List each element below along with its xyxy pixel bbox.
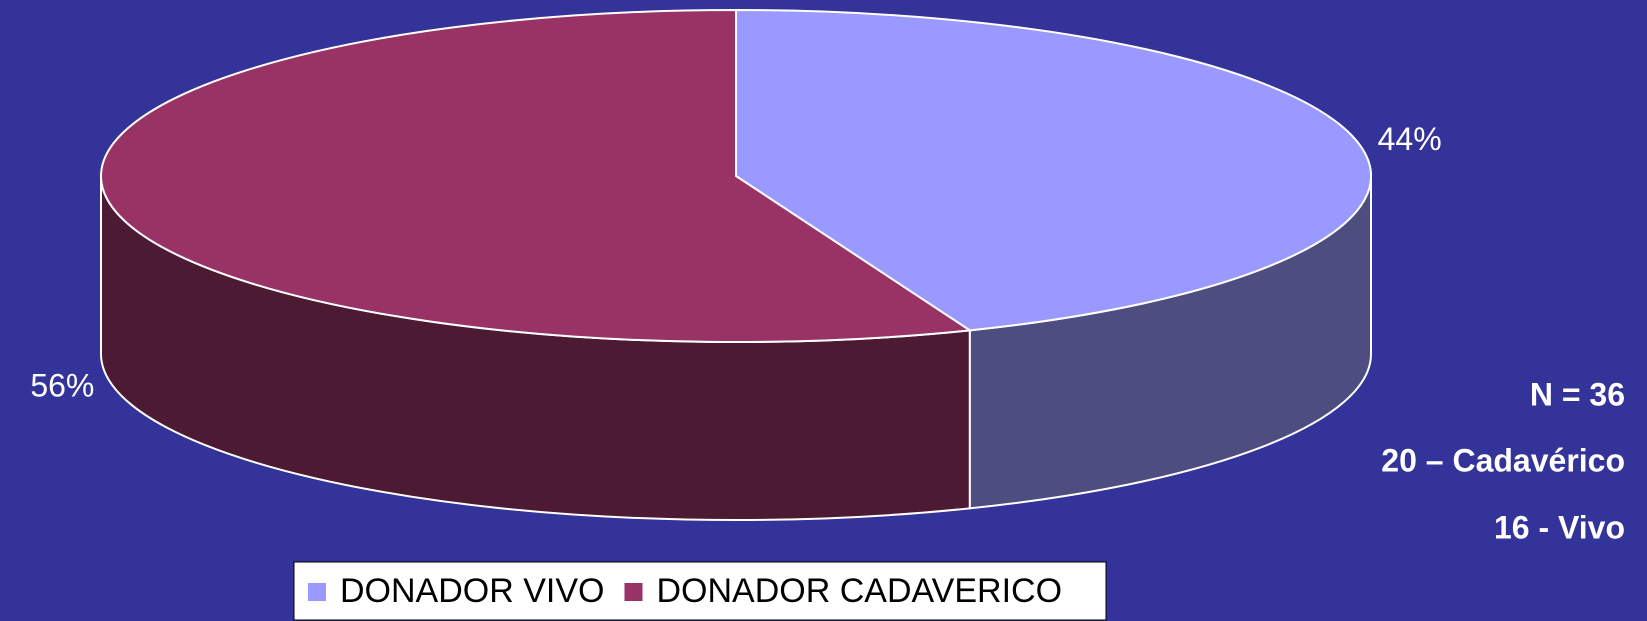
legend-label: DONADOR VIVO xyxy=(340,572,604,610)
value-label: 56% xyxy=(30,368,94,404)
value-label: 44% xyxy=(1378,121,1442,157)
annotation: 20 – Cadavérico xyxy=(1381,442,1625,478)
annotation: N = 36 xyxy=(1530,376,1625,412)
legend-box xyxy=(293,561,1107,621)
pie-slice xyxy=(735,8,1372,332)
legend: DONADOR VIVO DONADOR CADAVERICO xyxy=(308,572,1062,610)
legend-label: DONADOR CADAVERICO xyxy=(656,572,1062,610)
annotation: 16 - Vivo xyxy=(1494,509,1625,545)
pie-tops xyxy=(100,8,1372,343)
pie-slice xyxy=(100,8,973,343)
value-labels: 44% 56% xyxy=(30,121,1441,403)
legend-swatch xyxy=(624,583,643,601)
legend-swatch xyxy=(308,583,326,601)
